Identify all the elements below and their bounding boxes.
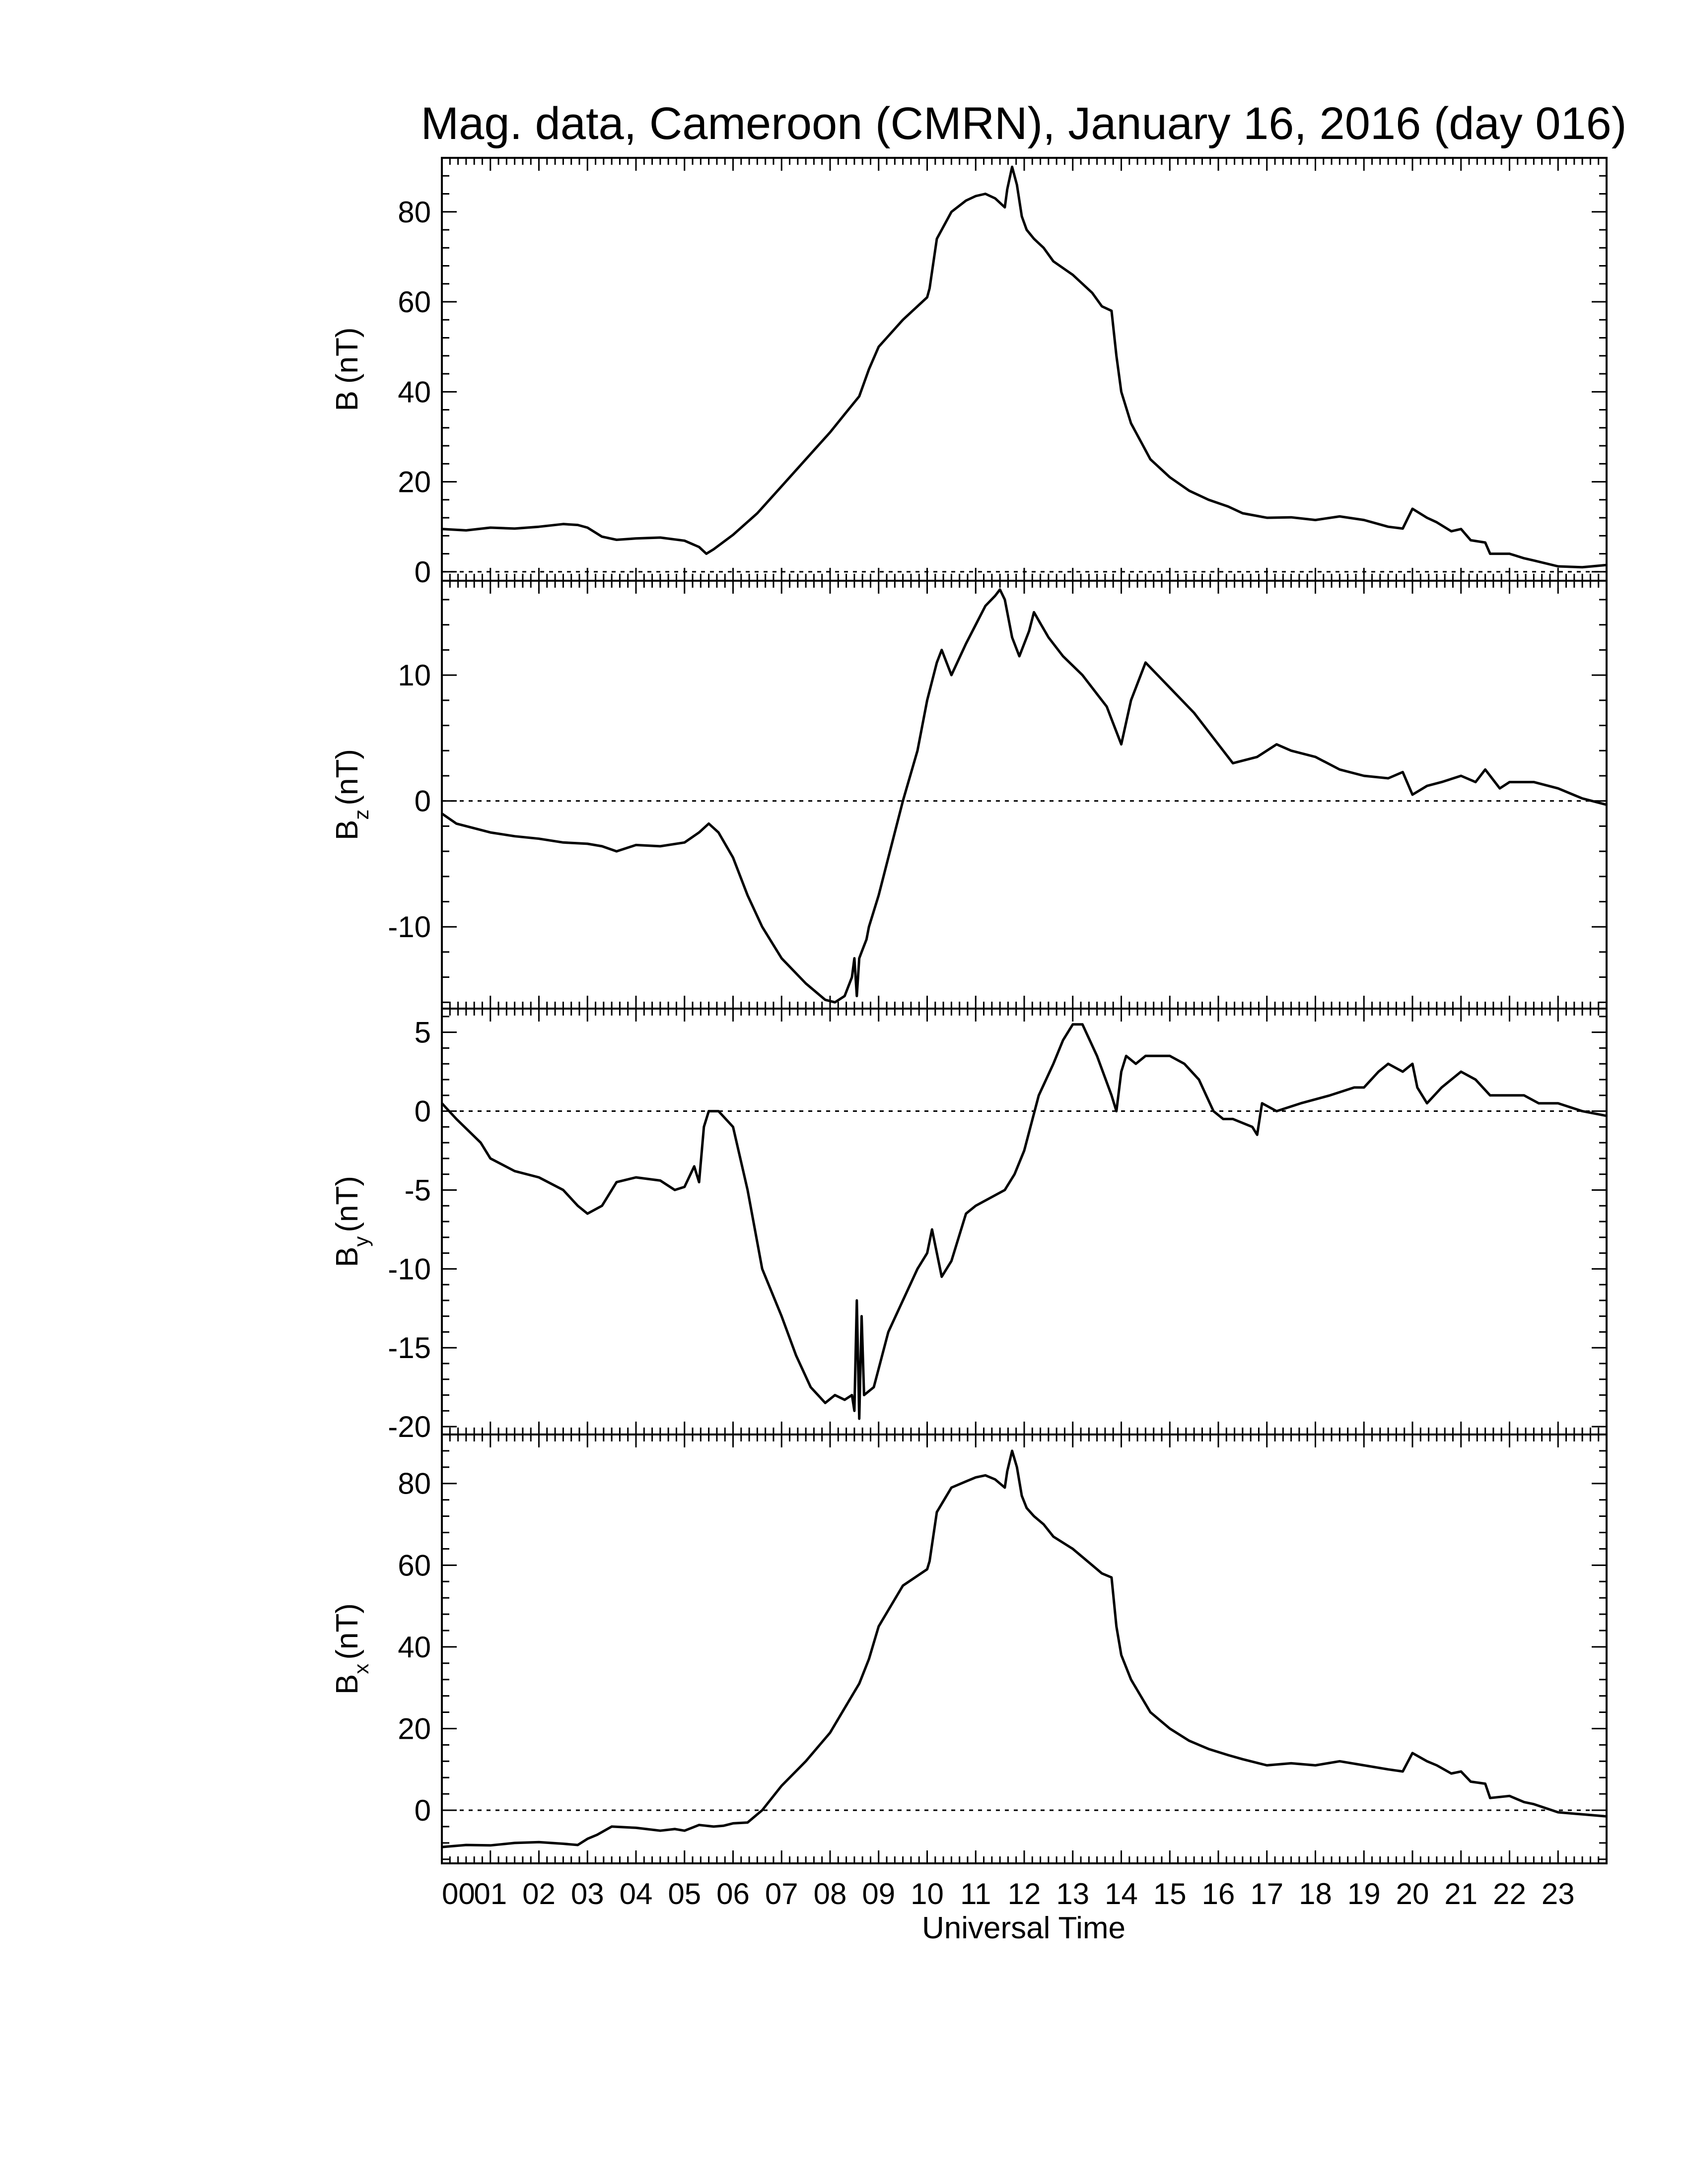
y-tick-label: 0	[415, 1095, 431, 1128]
y-tick-label: 80	[398, 196, 431, 229]
series-line-B	[441, 165, 1607, 569]
y-tick-label: 20	[398, 466, 431, 499]
y-tick-label: -10	[388, 1252, 431, 1286]
y-tick-label: -15	[388, 1331, 431, 1365]
y-axis-label-Bz: Bz(nT)	[330, 749, 373, 840]
x-tick-label: 10	[911, 1877, 944, 1911]
x-tick-label: 11	[960, 1877, 991, 1911]
x-tick-label: 13	[1056, 1877, 1089, 1911]
x-tick-label: 00	[442, 1877, 475, 1911]
y-tick-label: 0	[415, 785, 431, 818]
y-axis-label-B: B(nT)	[330, 327, 364, 411]
y-tick-label: 80	[398, 1467, 431, 1501]
x-tick-label: 19	[1347, 1877, 1381, 1911]
y-tick-label: 0	[415, 555, 431, 589]
y-tick-label: 0	[415, 1794, 431, 1827]
x-tick-label: 20	[1396, 1877, 1429, 1911]
x-tick-label: 04	[620, 1877, 653, 1911]
x-tick-label: 22	[1493, 1877, 1526, 1911]
y-tick-label: 20	[398, 1712, 431, 1745]
series-line-Bx	[441, 1449, 1607, 1848]
y-tick-label: -10	[388, 910, 431, 944]
series-line-Bz	[441, 588, 1607, 1004]
y-tick-label: 5	[415, 1016, 431, 1049]
panel-By: -20 -15 -10 -5 0 5 By(nT)	[330, 1008, 1608, 1443]
y-axis-label-Bx: Bx(nT)	[330, 1603, 373, 1695]
x-tick-label: 12	[1008, 1877, 1041, 1911]
series-line-By	[441, 1023, 1607, 1420]
y-tick-label: 60	[398, 285, 431, 319]
panels: 0 20 40 60 80 B(nT) -10 0 10 Bz(nT) -20 -15 -10 -5 0 5 B…	[330, 157, 1608, 1864]
panel-Bx: 0 20 40 60 80 Bx(nT)	[330, 1433, 1608, 1864]
x-tick-label: 21	[1444, 1877, 1477, 1911]
x-tick-label: 16	[1202, 1877, 1235, 1911]
x-tick-label: 01	[474, 1877, 507, 1911]
x-tick-label: 18	[1299, 1877, 1332, 1911]
y-tick-label: 60	[398, 1549, 431, 1582]
x-tick-label: 08	[814, 1877, 847, 1911]
y-tick-label: -5	[405, 1173, 431, 1207]
x-axis-label: Universal Time	[922, 1911, 1125, 1945]
chart-title: Mag. data, Cameroon (CMRN), January 16, …	[421, 98, 1627, 149]
x-tick-label: 09	[862, 1877, 895, 1911]
panel-frame-By	[441, 1008, 1608, 1435]
y-tick-label: 10	[398, 659, 431, 692]
panel-B: 0 20 40 60 80 B(nT)	[330, 157, 1608, 589]
x-tick-label: 23	[1542, 1877, 1575, 1911]
y-tick-label: 40	[398, 1631, 431, 1664]
x-tick-label: 06	[716, 1877, 750, 1911]
x-tick-label: 02	[522, 1877, 556, 1911]
y-tick-label: -20	[388, 1410, 431, 1443]
y-axis-label-By: By(nT)	[330, 1176, 373, 1267]
x-tick-label: 14	[1105, 1877, 1138, 1911]
x-tick-label: 07	[765, 1877, 798, 1911]
panel-Bz: -10 0 10 Bz(nT)	[330, 580, 1608, 1010]
x-tick-label: 17	[1250, 1877, 1283, 1911]
x-tick-label: 03	[571, 1877, 604, 1911]
x-tick-label: 05	[668, 1877, 701, 1911]
y-tick-label: 40	[398, 375, 431, 409]
x-tick-label: 15	[1153, 1877, 1187, 1911]
